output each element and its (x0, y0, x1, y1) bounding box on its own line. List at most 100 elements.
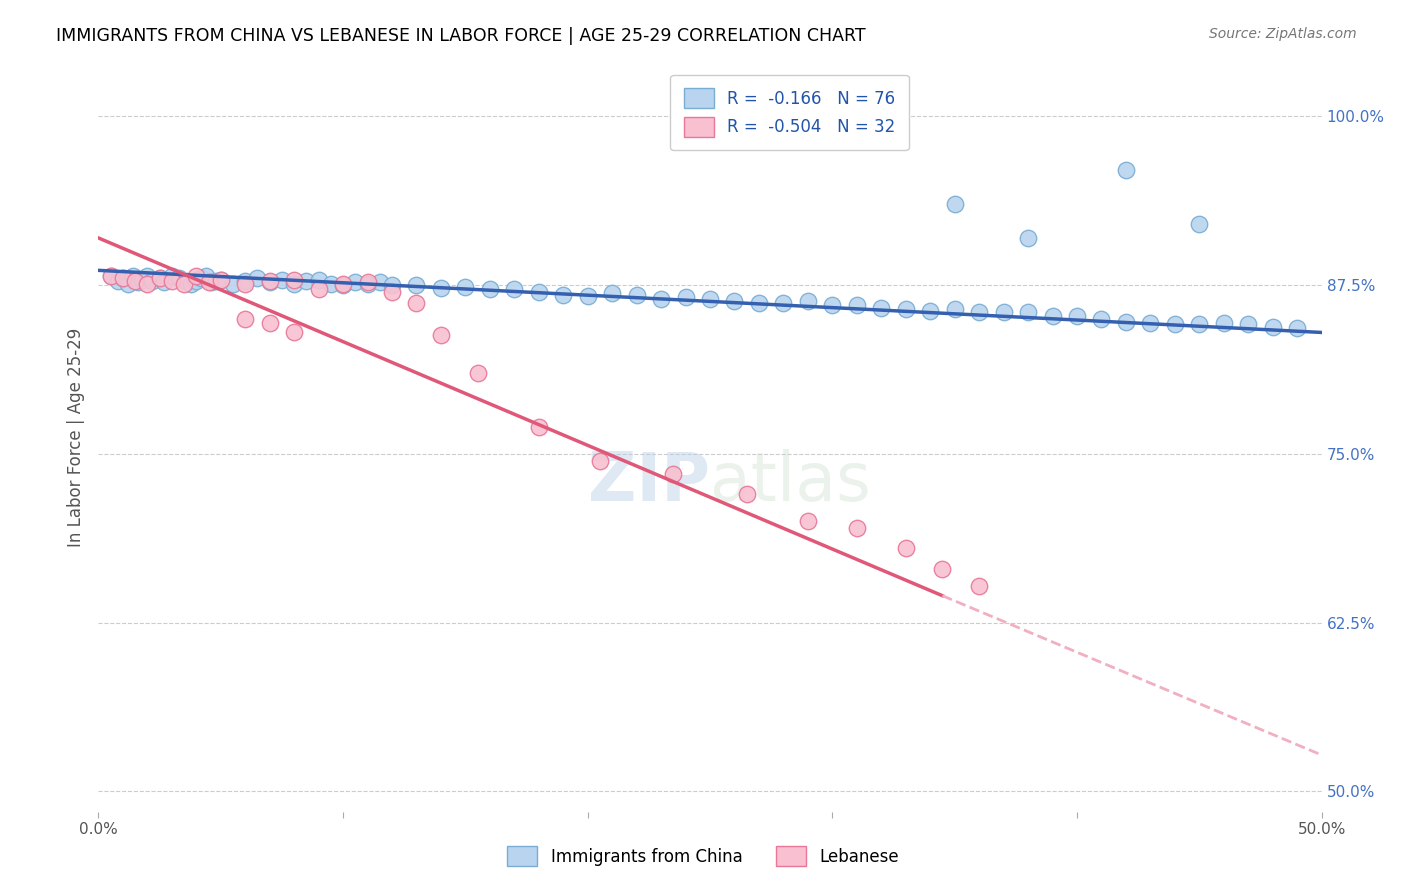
Point (259, 316, 281, 330)
Point (527, 285, 550, 299)
Point (931, 562, 953, 576)
Point (723, 294, 745, 309)
Point (1017, 231, 1039, 245)
Point (176, 274, 198, 288)
Point (356, 276, 378, 290)
Point (430, 281, 453, 295)
Point (270, 273, 294, 287)
Y-axis label: In Labor Force | Age 25-29: In Labor Force | Age 25-29 (66, 327, 84, 547)
Point (821, 298, 844, 312)
Point (283, 326, 305, 340)
Point (1139, 316, 1161, 330)
Point (1212, 316, 1234, 330)
Point (127, 276, 149, 290)
Point (1237, 318, 1260, 332)
Point (233, 274, 256, 288)
Point (1090, 312, 1112, 326)
Point (368, 276, 391, 290)
Point (993, 305, 1015, 319)
Point (405, 295, 427, 310)
Legend: R =  -0.166   N = 76, R =  -0.504   N = 32: R = -0.166 N = 76, R = -0.504 N = 32 (671, 75, 908, 150)
Point (1188, 318, 1211, 332)
Point (222, 277, 245, 291)
Point (308, 282, 330, 296)
Point (100, 268, 122, 283)
Point (1042, 310, 1064, 324)
Text: IMMIGRANTS FROM CHINA VS LEBANESE IN LABOR FORCE | AGE 25-29 CORRELATION CHART: IMMIGRANTS FROM CHINA VS LEBANESE IN LAB… (56, 27, 866, 45)
Point (1115, 315, 1137, 329)
Point (141, 274, 163, 288)
Point (381, 278, 404, 293)
Point (1017, 305, 1039, 319)
Point (149, 271, 172, 285)
Point (943, 302, 966, 317)
Point (332, 278, 354, 293)
Point (894, 541, 917, 556)
Point (259, 276, 281, 290)
Text: ZIP: ZIP (588, 449, 710, 515)
Point (209, 273, 232, 287)
Point (748, 295, 770, 310)
Point (259, 274, 281, 288)
Point (160, 268, 183, 283)
Point (186, 268, 208, 283)
Point (344, 276, 367, 290)
Point (195, 268, 218, 283)
Point (233, 277, 256, 291)
Point (160, 274, 183, 288)
Point (478, 282, 501, 296)
Point (111, 271, 134, 285)
Point (503, 282, 526, 296)
Point (332, 277, 354, 291)
Point (1188, 218, 1211, 232)
Point (405, 278, 427, 293)
Point (920, 303, 942, 318)
Point (430, 328, 453, 343)
Point (845, 521, 868, 535)
Point (200, 276, 222, 290)
Point (1115, 163, 1137, 178)
Point (797, 294, 820, 309)
Point (205, 274, 228, 288)
Point (246, 271, 269, 285)
Point (190, 271, 212, 285)
Point (797, 515, 820, 529)
Point (870, 301, 893, 315)
Point (576, 289, 599, 303)
Point (1164, 318, 1187, 332)
Point (589, 453, 612, 467)
Point (553, 287, 575, 301)
Point (167, 271, 190, 285)
Point (626, 287, 648, 301)
Point (308, 273, 330, 287)
Point (943, 197, 966, 211)
Point (111, 271, 134, 285)
Point (283, 273, 305, 287)
Point (319, 277, 342, 291)
Point (600, 286, 623, 301)
Point (136, 277, 159, 291)
Point (662, 467, 685, 482)
Point (173, 277, 195, 291)
Text: Source: ZipAtlas.com: Source: ZipAtlas.com (1209, 27, 1357, 41)
Point (967, 579, 990, 593)
Point (675, 290, 697, 304)
Legend: Immigrants from China, Lebanese: Immigrants from China, Lebanese (499, 838, 907, 875)
Point (845, 298, 868, 312)
Point (735, 487, 758, 501)
Point (894, 302, 917, 317)
Point (180, 277, 202, 291)
Point (107, 274, 129, 288)
Point (650, 292, 672, 306)
Point (1066, 310, 1088, 324)
Point (1286, 321, 1309, 335)
Point (124, 274, 146, 288)
Point (527, 420, 550, 434)
Point (117, 277, 139, 291)
Point (233, 312, 256, 326)
Point (153, 276, 176, 290)
Text: atlas: atlas (710, 449, 870, 515)
Point (100, 268, 122, 283)
Point (131, 273, 153, 287)
Point (209, 273, 232, 287)
